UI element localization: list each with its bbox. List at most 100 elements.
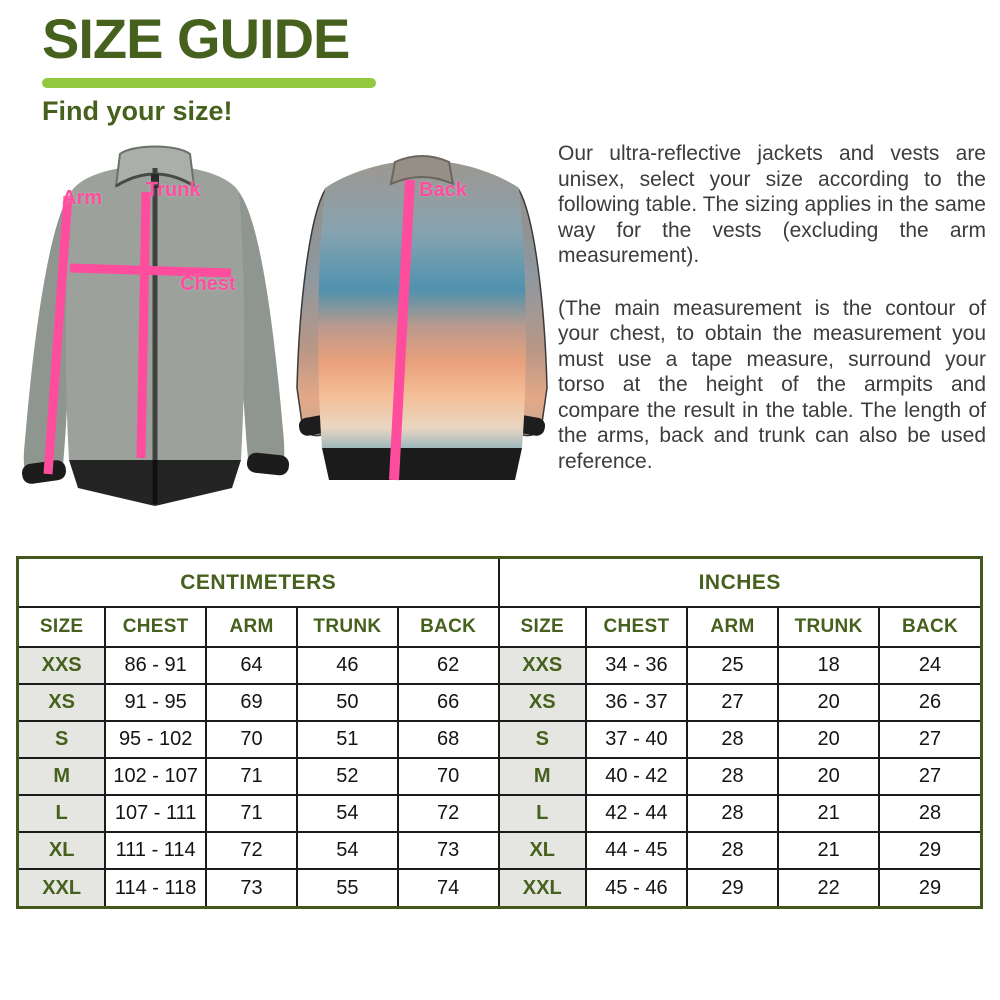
measurement-value: 20 xyxy=(777,720,881,759)
measurement-value: 28 xyxy=(685,720,780,759)
size-label: S xyxy=(19,720,107,759)
size-label: XS xyxy=(499,683,587,722)
table-row: M 102 - 107 71 52 70 xyxy=(19,757,500,796)
table-row: XXS 86 - 91 64 46 62 xyxy=(19,646,500,685)
measurement-value: 54 xyxy=(296,794,399,833)
measurement-value: 29 xyxy=(878,868,980,906)
title-underline-bar xyxy=(42,78,376,88)
subtitle: Find your size! xyxy=(42,96,233,126)
size-label: XL xyxy=(499,831,587,870)
measurement-value: 70 xyxy=(204,720,299,759)
size-table: CENTIMETERS SIZE CHEST ARM TRUNK BACK XXS 86 - … xyxy=(16,556,983,909)
back-measurement-label: Back xyxy=(419,179,467,201)
measurement-value: 36 - 37 xyxy=(584,683,688,722)
measurement-value: 91 - 95 xyxy=(104,683,207,722)
measurement-value: 107 - 111 xyxy=(104,794,207,833)
measurement-value: 62 xyxy=(396,646,500,685)
table-row: XL 111 - 114 72 54 73 xyxy=(19,831,500,870)
measurement-value: 45 - 46 xyxy=(584,868,688,906)
size-label: XXS xyxy=(19,646,107,685)
table-row: S 37 - 40 28 20 27 xyxy=(499,720,980,759)
measurement-value: 27 xyxy=(685,683,780,722)
description-paragraph-1: Our ultra-reflective jackets and vests a… xyxy=(558,142,986,267)
measurement-value: 72 xyxy=(204,831,299,870)
measurement-value: 70 xyxy=(396,757,500,796)
column-header-arm: ARM xyxy=(204,606,299,648)
trunk-measurement-label: Trunk xyxy=(146,179,201,201)
measurement-value: 66 xyxy=(396,683,500,722)
table-row: S 95 - 102 70 51 68 xyxy=(19,720,500,759)
measurement-value: 29 xyxy=(685,868,780,906)
measurement-value: 86 - 91 xyxy=(104,646,207,685)
measurement-value: 22 xyxy=(777,868,881,906)
column-header-back: BACK xyxy=(878,606,980,648)
table-row: L 42 - 44 28 21 28 xyxy=(499,794,980,833)
measurement-value: 28 xyxy=(685,757,780,796)
measurement-value: 20 xyxy=(777,757,881,796)
table-row: XS 36 - 37 27 20 26 xyxy=(499,683,980,722)
chest-measure-line xyxy=(69,263,232,278)
arm-measure-line xyxy=(43,195,73,475)
size-label: XXS xyxy=(499,646,587,685)
size-label: M xyxy=(499,757,587,796)
description-paragraph-2: (The main measurement is the contour of … xyxy=(558,296,986,473)
measurement-value: 28 xyxy=(685,794,780,833)
measurement-value: 69 xyxy=(204,683,299,722)
size-table-inches: INCHES SIZE CHEST ARM TRUNK BACK XXS 34 - 36 25 1… xyxy=(499,559,980,906)
measurement-value: 46 xyxy=(296,646,399,685)
measurement-value: 64 xyxy=(204,646,299,685)
measurement-value: 114 - 118 xyxy=(104,868,207,906)
measurement-value: 73 xyxy=(396,831,500,870)
measurement-value: 50 xyxy=(296,683,399,722)
measurement-value: 95 - 102 xyxy=(104,720,207,759)
measurement-value: 27 xyxy=(878,720,980,759)
measurement-value: 18 xyxy=(777,646,881,685)
measurement-value: 55 xyxy=(296,868,399,906)
size-label: S xyxy=(499,720,587,759)
jacket-front-image: Arm Trunk Chest xyxy=(10,140,305,510)
measurement-value: 72 xyxy=(396,794,500,833)
size-label: XS xyxy=(19,683,107,722)
measurement-value: 26 xyxy=(878,683,980,722)
measurement-value: 28 xyxy=(685,831,780,870)
size-label: L xyxy=(19,794,107,833)
column-header-back: BACK xyxy=(396,606,500,648)
measurement-value: 24 xyxy=(878,646,980,685)
size-label: L xyxy=(499,794,587,833)
measurement-value: 29 xyxy=(878,831,980,870)
measurement-value: 21 xyxy=(777,831,881,870)
page-title: SIZE GUIDE xyxy=(42,7,350,70)
measurement-value: 111 - 114 xyxy=(104,831,207,870)
back-measure-line xyxy=(389,179,415,481)
measurement-value: 71 xyxy=(204,757,299,796)
size-label: XXL xyxy=(19,868,107,906)
column-header-size: SIZE xyxy=(499,606,587,648)
column-header-size: SIZE xyxy=(19,606,107,648)
size-label: XL xyxy=(19,831,107,870)
measurement-value: 44 - 45 xyxy=(584,831,688,870)
table-row: XXL 114 - 118 73 55 74 xyxy=(19,868,500,906)
table-row: XXL 45 - 46 29 22 29 xyxy=(499,868,980,906)
table-row: XXS 34 - 36 25 18 24 xyxy=(499,646,980,685)
table-row: L 107 - 111 71 54 72 xyxy=(19,794,500,833)
column-header-trunk: TRUNK xyxy=(777,606,881,648)
measurement-value: 37 - 40 xyxy=(584,720,688,759)
measurement-value: 21 xyxy=(777,794,881,833)
size-table-centimeters: CENTIMETERS SIZE CHEST ARM TRUNK BACK XXS 86 - … xyxy=(19,559,500,906)
measurement-value: 52 xyxy=(296,757,399,796)
measurement-value: 25 xyxy=(685,646,780,685)
size-label: XXL xyxy=(499,868,587,906)
description-text: Our ultra-reflective jackets and vests a… xyxy=(558,141,986,474)
size-label: M xyxy=(19,757,107,796)
column-header-chest: CHEST xyxy=(584,606,688,648)
measurement-value: 54 xyxy=(296,831,399,870)
jacket-back-image: Back xyxy=(295,148,550,503)
measurement-value: 74 xyxy=(396,868,500,906)
measurement-value: 42 - 44 xyxy=(584,794,688,833)
measurement-value: 51 xyxy=(296,720,399,759)
jacket-back-illustration xyxy=(296,155,548,481)
table-row: XS 91 - 95 69 50 66 xyxy=(19,683,500,722)
measurement-value: 34 - 36 xyxy=(584,646,688,685)
column-header-arm: ARM xyxy=(685,606,780,648)
